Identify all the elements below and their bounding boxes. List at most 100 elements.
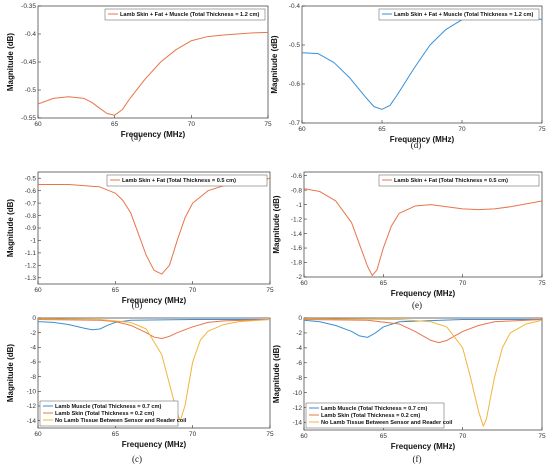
x-axis-label: Frequency (MHz) <box>122 440 187 449</box>
legend-entry: Lamb Skin (Total Thickness = 0.2 cm) <box>55 411 154 417</box>
legend-box <box>39 400 179 427</box>
x-tick-label: 75 <box>538 126 546 133</box>
y-axis-label: Magnitude (dB) <box>270 35 279 94</box>
panel-label: (e) <box>412 300 422 310</box>
x-tick-label: 70 <box>459 433 467 440</box>
x-tick-label: 60 <box>34 431 42 438</box>
legend-entry: Lamb Muscle (Total Thickness = 0.7 cm) <box>321 406 428 412</box>
y-tick-label: -14 <box>27 418 37 425</box>
y-tick-label: -4 <box>296 345 302 352</box>
y-tick-label: -0.7 <box>289 120 301 127</box>
y-tick-label: -0.35 <box>21 3 36 10</box>
legend-box <box>378 8 540 21</box>
y-tick-label: -6 <box>296 360 302 367</box>
legend-entry: No Lamb Tissue Between Sensor and Reader… <box>55 418 187 424</box>
plot-frame <box>301 5 543 124</box>
y-tick-label: -6 <box>30 359 36 366</box>
y-tick-label: -0.6 <box>291 173 303 180</box>
y-tick-label: 0 <box>32 315 36 322</box>
y-tick-label: -0.6 <box>289 81 301 88</box>
series-line-blue <box>38 318 270 331</box>
x-axis-label: Frequency (MHz) <box>121 130 186 139</box>
plot-frame <box>303 171 543 278</box>
y-tick-label: -0.5 <box>25 87 37 94</box>
legend-box <box>104 8 266 21</box>
panel-label: (c) <box>132 454 142 464</box>
y-tick-label: 0 <box>298 315 302 322</box>
y-tick-label: -1.4 <box>291 231 303 238</box>
y-tick-label: -2 <box>296 274 302 281</box>
y-tick-label: -0.6 <box>25 188 37 195</box>
y-tick-label: -0.45 <box>21 59 36 66</box>
x-tick-label: 75 <box>266 287 274 294</box>
chart-panel-c: 60 65 70 75 0 -2 -4 -6 -8 -10 -12 -14 Frequency (MHz… <box>6 315 274 464</box>
panel-label: (f) <box>413 454 422 464</box>
y-tick-label: -1 <box>30 238 36 245</box>
chart-panel-b: 60 65 70 75 -0.5 -0.6 -0.7 -0.8 -0.9 -1 -1.1 -1.2 -1… <box>6 171 274 310</box>
legend-box <box>305 402 445 429</box>
x-axis-label: Frequency (MHz) <box>122 296 187 305</box>
y-tick-label: -1.3 <box>25 275 37 282</box>
panel-label: (a) <box>131 132 141 142</box>
legend-entry: No Lamb Tissue Between Sensor and Reader… <box>321 420 453 426</box>
legend-entry: Lamb Skin + Fat (Total Thickness = 0.5 c… <box>394 178 508 184</box>
series-line-orange <box>38 31 268 116</box>
x-tick-label: 70 <box>459 280 467 287</box>
y-axis-label: Magnitude (dB) <box>272 195 281 254</box>
x-tick-label: 60 <box>34 287 42 294</box>
x-tick-label: 65 <box>380 433 388 440</box>
y-axis-label: Magnitude (dB) <box>6 33 15 92</box>
y-tick-label: -0.55 <box>21 115 36 122</box>
x-axis-label: Frequency (MHz) <box>391 289 456 298</box>
y-tick-label: -0.4 <box>25 31 37 38</box>
series-line-yellow <box>304 318 542 427</box>
plot-frame <box>37 5 269 119</box>
y-tick-label: -1.2 <box>291 216 303 223</box>
plot-frame <box>37 171 271 285</box>
x-tick-label: 75 <box>538 433 546 440</box>
x-axis-label: Frequency (MHz) <box>391 442 456 451</box>
legend-entry: Lamb Skin (Total Thickness = 0.2 cm) <box>321 413 420 419</box>
chart-panel-d: 60 65 70 75 -0.7 -0.6 -0.5 -0.4 Frequency (MHz) M… <box>270 3 546 150</box>
y-tick-label: -2 <box>30 330 36 337</box>
y-tick-label: -0.8 <box>291 187 303 194</box>
panel-label: (b) <box>132 300 143 310</box>
series-line-yellow <box>38 318 270 422</box>
y-tick-label: -0.5 <box>25 175 37 182</box>
y-tick-label: -1.8 <box>291 260 303 267</box>
y-tick-label: -1.6 <box>291 245 303 252</box>
x-tick-label: 60 <box>298 126 306 133</box>
y-tick-label: -0.9 <box>25 225 37 232</box>
y-axis-label: Magnitude (dB) <box>6 344 15 403</box>
y-tick-label: -12 <box>27 403 37 410</box>
x-tick-label: 70 <box>189 431 197 438</box>
y-axis-label: Magnitude (dB) <box>272 345 281 404</box>
chart-panel-e: 60 65 70 75 -0.6 -0.8 -1 -1.2 -1.4 -1.6 -1.8 -2 Freq… <box>272 171 546 310</box>
y-tick-label: -10 <box>293 390 303 397</box>
y-tick-label: -1.2 <box>25 263 37 270</box>
y-tick-label: -0.8 <box>25 213 37 220</box>
panel-label: (d) <box>411 140 422 150</box>
x-tick-label: 75 <box>538 280 546 287</box>
y-tick-label: -1 <box>296 202 302 209</box>
chart-panel-a: 60 65 70 75 -0.55 -0.5 -0.45 -0.4 -0.35 Frequency… <box>6 3 272 142</box>
x-tick-label: 75 <box>264 121 272 128</box>
y-tick-label: -12 <box>293 405 303 412</box>
x-tick-label: 60 <box>300 433 308 440</box>
x-tick-label: 75 <box>266 431 274 438</box>
y-tick-label: -0.7 <box>25 200 37 207</box>
x-tick-label: 65 <box>111 121 119 128</box>
x-tick-label: 60 <box>34 121 42 128</box>
legend-entry: Lamb Skin + Fat + Muscle (Total Thicknes… <box>120 12 259 18</box>
y-tick-label: -4 <box>30 345 36 352</box>
legend-box <box>378 174 540 187</box>
series-line-orange <box>304 318 542 344</box>
chart-panel-f: 60 65 70 75 0 -2 -4 -6 -8 -10 -12 -14 Frequency (MHz… <box>272 315 546 464</box>
series-line-orange <box>304 188 542 277</box>
x-tick-label: 70 <box>189 287 197 294</box>
legend-entry: Lamb Skin + Fat + Muscle (Total Thicknes… <box>394 12 533 18</box>
x-tick-label: 65 <box>112 431 120 438</box>
x-axis-label: Frequency (MHz) <box>390 135 455 144</box>
x-tick-label: 65 <box>112 287 120 294</box>
